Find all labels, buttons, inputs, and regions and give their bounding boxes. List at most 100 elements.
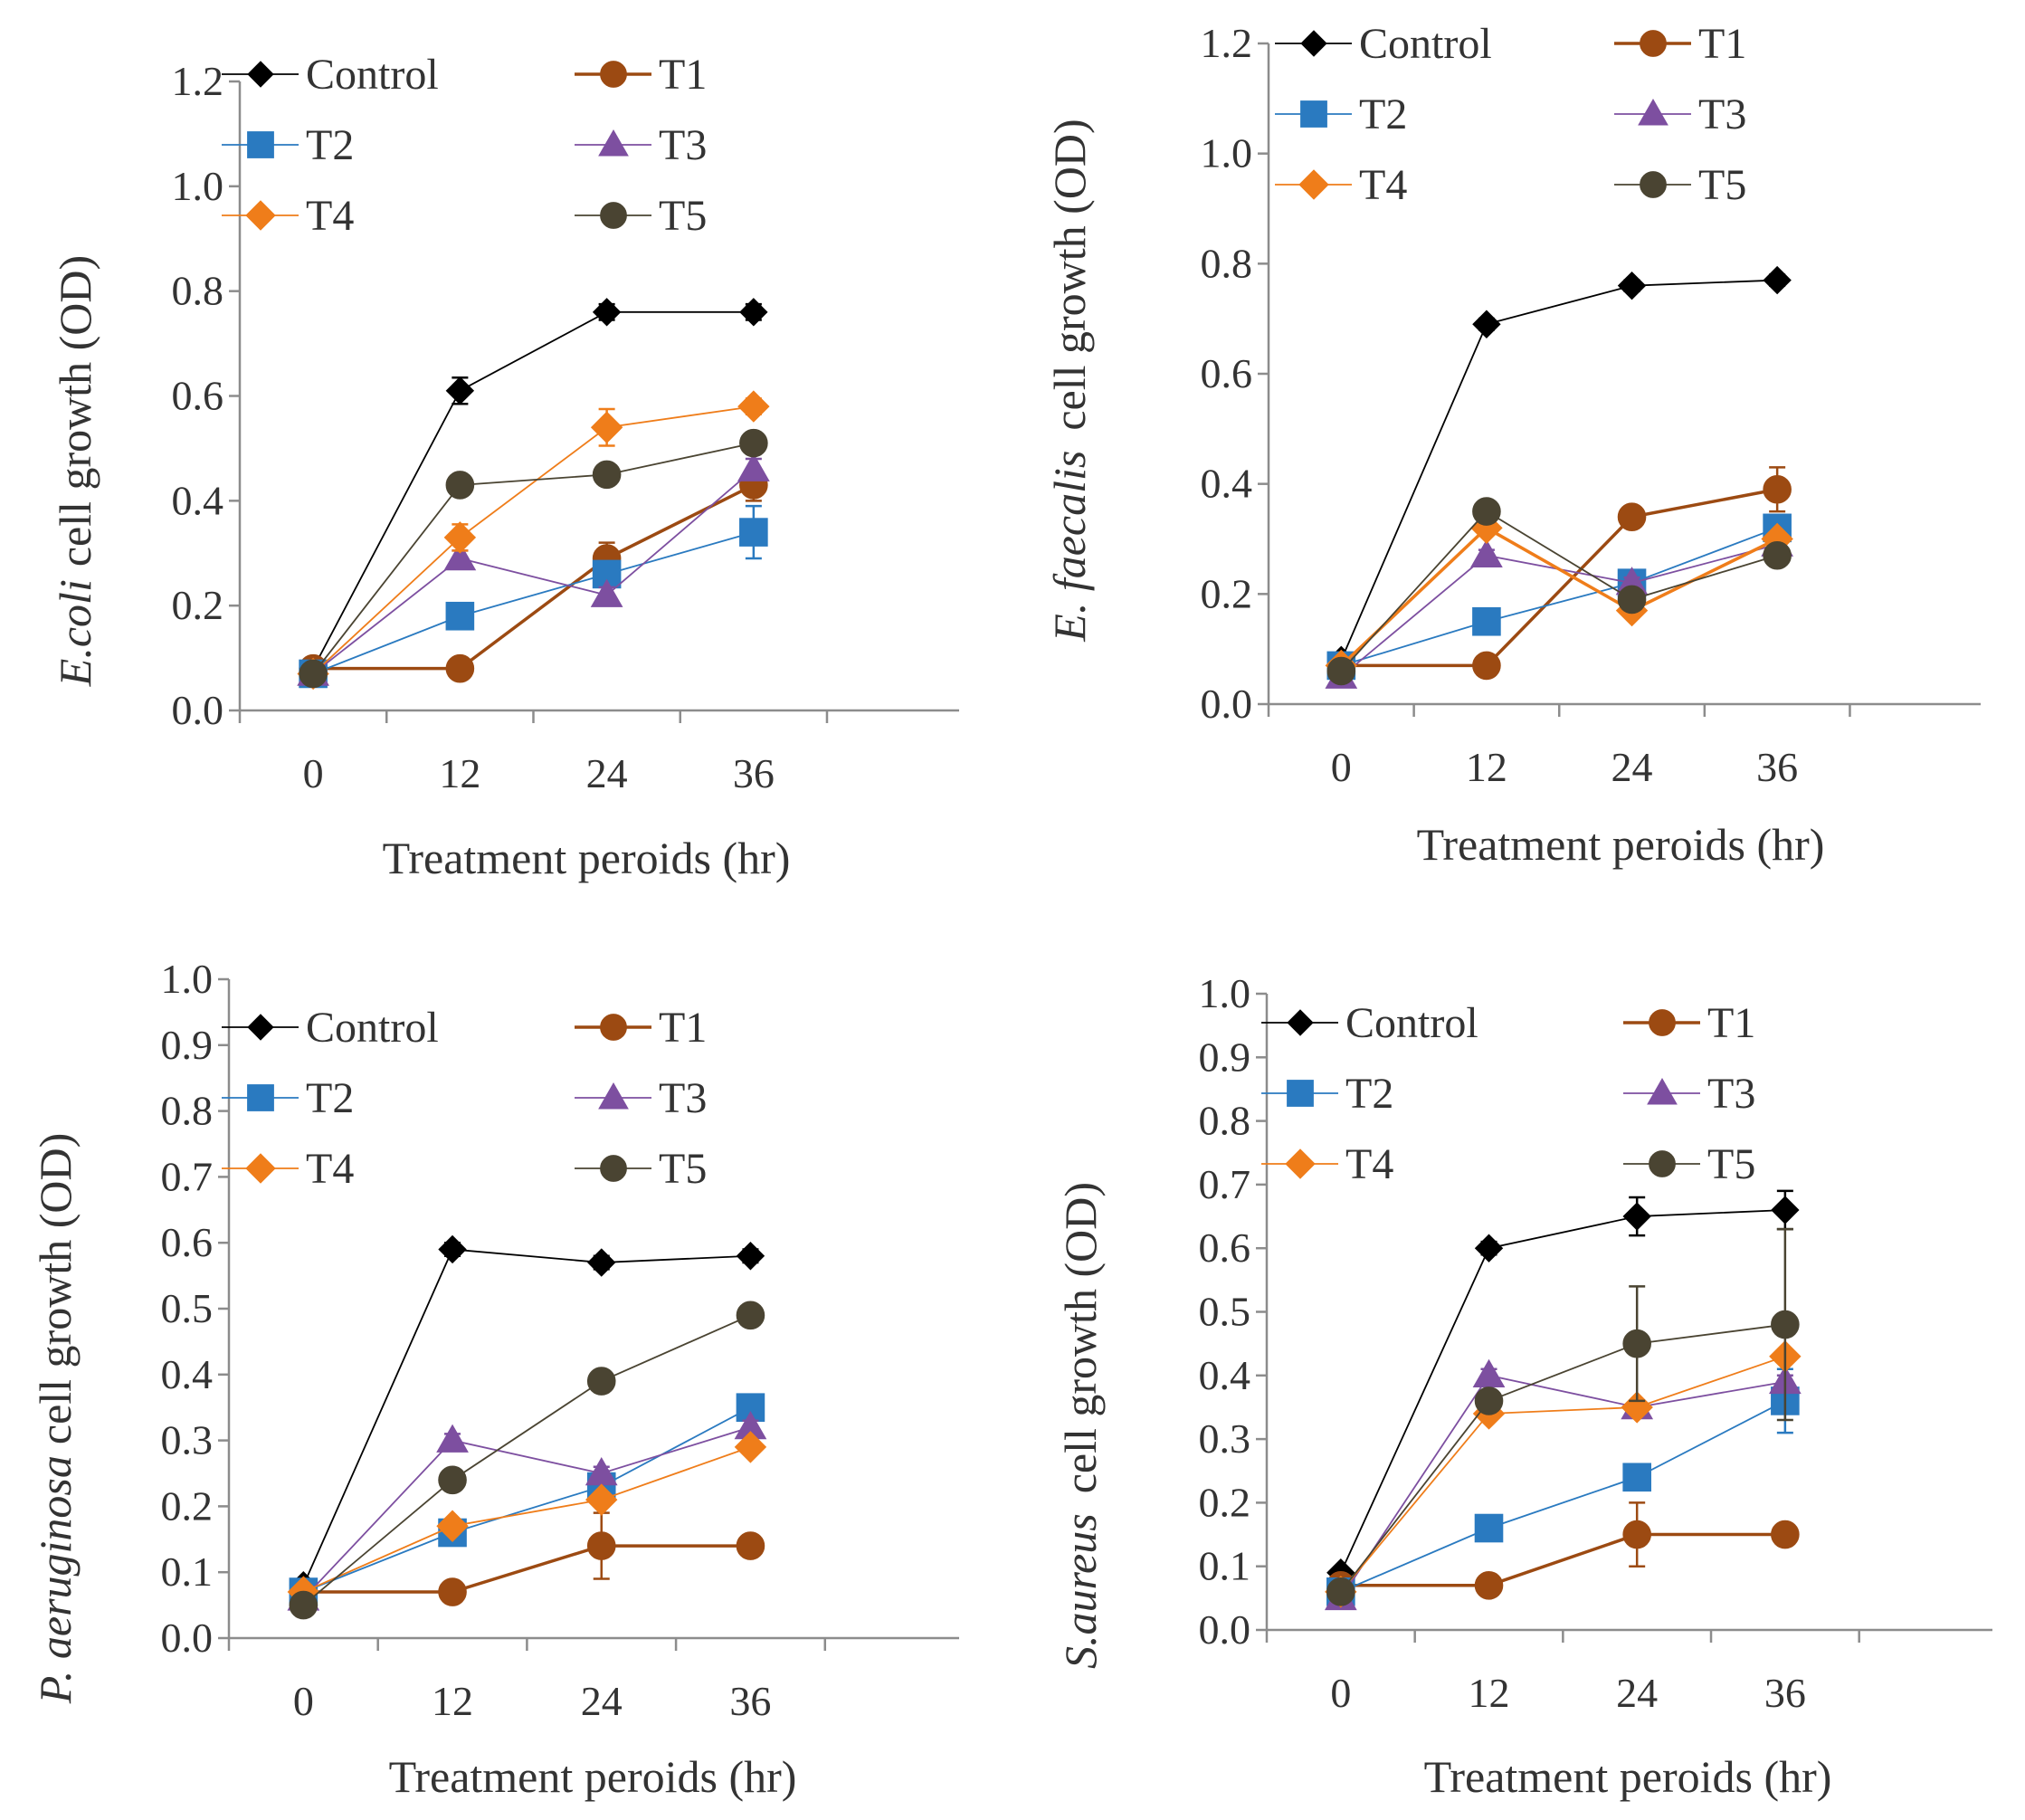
legend-label: T5 xyxy=(1707,1140,1755,1188)
x-tick-label: 12 xyxy=(1469,1670,1510,1716)
series-t2 xyxy=(1326,513,1792,681)
series-line-control xyxy=(1340,279,1778,661)
series-control xyxy=(1326,1189,1800,1587)
series-line-t3 xyxy=(1340,543,1778,678)
series-t3 xyxy=(1324,1358,1802,1611)
x-tick-label: 24 xyxy=(1611,744,1653,790)
legend-label: T2 xyxy=(306,121,354,169)
legend-item-t2: T2 xyxy=(1275,91,1407,138)
data-point-t5 xyxy=(299,659,328,689)
data-point-t5 xyxy=(586,1367,616,1396)
series-line-t4 xyxy=(1340,1355,1786,1593)
legend-marker-t1 xyxy=(1649,1009,1676,1036)
y-tick-label: 0.2 xyxy=(161,1482,214,1529)
legend: Control T1 T2 T3 T4 T5 xyxy=(222,51,707,240)
legend-item-control: Control xyxy=(222,1004,439,1052)
legend-label: Control xyxy=(306,1004,439,1052)
y-tick-label: 0.6 xyxy=(1199,1224,1251,1271)
y-tick-label: 1.0 xyxy=(161,956,214,1002)
legend-marker-t2 xyxy=(247,1084,274,1111)
y-tick-label: 0.9 xyxy=(1199,1034,1251,1080)
series-line-t1 xyxy=(1341,488,1778,668)
x-tick-label: 36 xyxy=(1756,744,1798,790)
y-axis-organism: S.aureus xyxy=(1055,1513,1106,1669)
data-point-t1 xyxy=(1617,502,1647,531)
data-point-t2 xyxy=(739,518,768,547)
y-tick-label: 0.1 xyxy=(1199,1543,1251,1589)
y-tick-label: 0.8 xyxy=(1201,240,1253,286)
y-axis-suffix: cell growth (OD) xyxy=(1044,119,1095,430)
data-point-t1 xyxy=(1771,1520,1800,1549)
legend-label: T2 xyxy=(1345,1070,1393,1118)
plot-area: 0.0 0.2 0.4 0.6 0.8 1.0 1.2 0 12 24 36 Control T1 T2 T… xyxy=(172,51,959,796)
data-point-t1 xyxy=(1472,651,1501,681)
series-t2 xyxy=(289,1393,765,1606)
y-tick-label: 0.1 xyxy=(161,1548,214,1595)
data-point-control xyxy=(1763,265,1792,295)
x-axis-title: Treatment peroids (hr) xyxy=(389,1751,797,1802)
series-line-control xyxy=(302,1248,751,1587)
data-point-control xyxy=(587,1248,616,1277)
series-line-control xyxy=(1340,1209,1785,1574)
legend-label: Control xyxy=(1345,999,1478,1047)
y-tick-label: 1.2 xyxy=(172,58,224,104)
data-point-t1 xyxy=(1763,474,1792,504)
series-line-t5 xyxy=(1340,1323,1785,1593)
legend-label: T1 xyxy=(659,1004,707,1052)
x-tick-label: 0 xyxy=(293,1678,314,1724)
data-point-t4 xyxy=(436,1510,469,1542)
y-tick-label: 1.0 xyxy=(1199,970,1251,1016)
legend-label: T2 xyxy=(1359,91,1407,138)
data-point-control xyxy=(739,298,768,327)
legend-marker-control xyxy=(247,1014,274,1041)
data-point-control xyxy=(1474,1234,1504,1263)
legend-item-t5: T5 xyxy=(1614,161,1746,209)
legend-item-t4: T4 xyxy=(1275,161,1407,209)
series-line-t1 xyxy=(313,483,755,671)
legend-item-t1: T1 xyxy=(1623,999,1755,1047)
legend-label: T4 xyxy=(1345,1140,1393,1188)
data-point-t5 xyxy=(736,1301,765,1330)
legend-item-t3: T3 xyxy=(1614,91,1746,138)
chart-panel-s-aureus: S.aureus cell growth (OD) Treatment peroi… xyxy=(1012,910,2025,1819)
data-point-t2 xyxy=(445,601,475,631)
series-line-t1 xyxy=(303,1544,751,1594)
legend-label: T3 xyxy=(1698,91,1746,138)
legend-label: T4 xyxy=(1359,161,1407,209)
legend-marker-t4 xyxy=(1285,1148,1316,1179)
legend-item-t2: T2 xyxy=(222,121,354,169)
legend-label: Control xyxy=(306,51,439,99)
chart-svg-e-coli: E.coli cell growth (OD) Treatment peroids… xyxy=(50,51,959,883)
y-tick-label: 0.4 xyxy=(1201,461,1253,507)
data-point-t5 xyxy=(1474,1386,1504,1415)
data-point-t2 xyxy=(1474,1513,1504,1543)
y-axis-organism: P. aeruginosa xyxy=(30,1455,81,1704)
data-point-t4 xyxy=(1621,1391,1653,1424)
legend-label: T2 xyxy=(306,1074,354,1122)
data-point-control xyxy=(1472,310,1501,338)
data-point-t4 xyxy=(737,390,770,423)
y-axis-title-text: S.aureus cell growth (OD) xyxy=(1055,1182,1106,1669)
data-point-control xyxy=(736,1242,765,1271)
y-tick-label: 0.0 xyxy=(1201,681,1253,727)
data-point-t1 xyxy=(586,1531,616,1560)
data-point-t3 xyxy=(443,542,477,571)
series-line-t2 xyxy=(1341,527,1778,667)
y-tick-label: 0.3 xyxy=(1199,1415,1251,1462)
series-t5 xyxy=(299,428,768,689)
data-point-t2 xyxy=(1622,1463,1651,1492)
legend-marker-t2 xyxy=(1287,1080,1314,1107)
legend-label: T4 xyxy=(306,192,354,240)
series-t5 xyxy=(1326,1227,1800,1606)
series-line-t4 xyxy=(1340,526,1778,667)
legend-item-control: Control xyxy=(1275,20,1492,68)
data-point-control xyxy=(592,298,622,327)
legend-label: T1 xyxy=(659,51,707,99)
series-t1 xyxy=(289,1511,765,1606)
series-t2 xyxy=(299,504,768,689)
data-point-t1 xyxy=(1474,1570,1504,1600)
data-point-t5 xyxy=(739,428,768,458)
y-tick-label: 0.6 xyxy=(1201,350,1253,396)
legend-marker-control xyxy=(1300,30,1327,57)
y-tick-label: 0.7 xyxy=(1199,1161,1251,1207)
